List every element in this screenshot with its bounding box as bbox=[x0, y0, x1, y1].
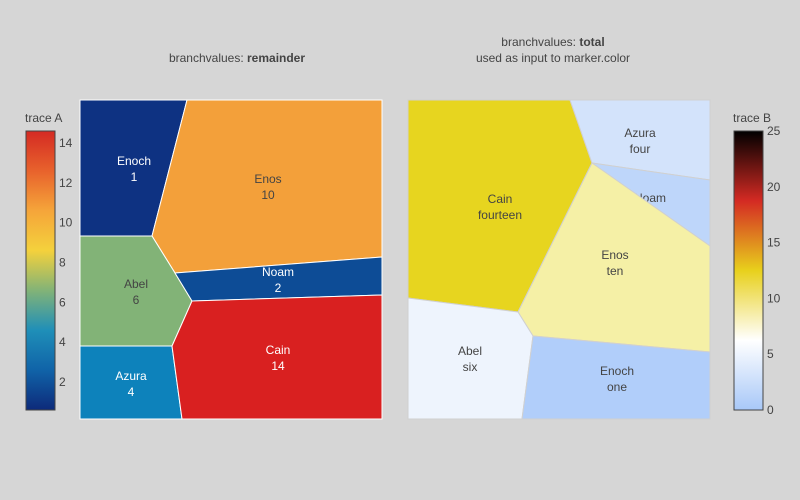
colorbar-b-tick-25: 25 bbox=[767, 124, 781, 138]
cell-value-enoch: one bbox=[607, 380, 627, 394]
cell-value-noam: 2 bbox=[275, 281, 282, 295]
title-a-prefix: branchvalues: bbox=[169, 51, 247, 65]
colorbar-b-tick-5: 5 bbox=[767, 347, 774, 361]
colorbar-b-tick-15: 15 bbox=[767, 236, 781, 250]
cell-value-enos: ten bbox=[607, 264, 624, 278]
cell-label-cain: Cain bbox=[266, 343, 291, 357]
cell-value-enos: 10 bbox=[261, 188, 275, 202]
treemap-a: Enoch 1 Enos 10 Abel 6 Noam 2 Azura 4 Cain 14 bbox=[79, 99, 383, 420]
colorbar-a-tick-12: 12 bbox=[59, 176, 73, 190]
cell-value-abel: six bbox=[463, 360, 478, 374]
cell-value-cain: fourteen bbox=[478, 208, 522, 222]
cell-label-cain: Cain bbox=[488, 192, 513, 206]
cell-label-noam: Noam bbox=[262, 265, 294, 279]
cell-label-azura: Azura bbox=[624, 126, 656, 140]
cell-label-enos: Enos bbox=[601, 248, 628, 262]
cell-label-enoch: Enoch bbox=[117, 154, 151, 168]
cell-value-azura: four bbox=[630, 142, 651, 156]
colorbar-b-tick-0: 0 bbox=[767, 403, 774, 417]
treemap-b: CainfourteenAzurafourNoamtwoEnostenAbels… bbox=[407, 99, 711, 420]
cell-abel[interactable] bbox=[407, 297, 534, 420]
title-b: branchvalues: total bbox=[501, 35, 604, 49]
title-a: branchvalues: remainder bbox=[169, 51, 305, 65]
colorbar-a-title: trace A bbox=[25, 111, 62, 125]
colorbar-b-tick-20: 20 bbox=[767, 180, 781, 194]
cell-value-cain: 14 bbox=[271, 359, 285, 373]
cell-label-azura: Azura bbox=[115, 369, 147, 383]
title-b-line2: used as input to marker.color bbox=[476, 51, 630, 65]
colorbar-b-ticks: 0 5 10 15 20 25 bbox=[767, 124, 781, 417]
colorbar-a-tick-14: 14 bbox=[59, 136, 73, 150]
colorbar-b-tick-10: 10 bbox=[767, 291, 781, 305]
cell-value-azura: 4 bbox=[128, 385, 135, 399]
cell-label-enoch: Enoch bbox=[600, 364, 634, 378]
cell-cain[interactable] bbox=[171, 294, 383, 420]
title-b-bold: total bbox=[579, 35, 604, 49]
colorbar-a-tick-4: 4 bbox=[59, 335, 66, 349]
cell-value-enoch: 1 bbox=[131, 170, 138, 184]
cell-label-abel: Abel bbox=[124, 277, 148, 291]
cell-label-enos: Enos bbox=[254, 172, 281, 186]
colorbar-b-title: trace B bbox=[733, 111, 771, 125]
cell-enos[interactable] bbox=[151, 99, 383, 274]
colorbar-a-tick-10: 10 bbox=[59, 216, 73, 230]
title-a-bold: remainder bbox=[247, 51, 305, 65]
colorbar-a-tick-2: 2 bbox=[59, 375, 66, 389]
cell-value-abel: 6 bbox=[133, 293, 140, 307]
colorbar-b bbox=[733, 130, 764, 411]
cell-label-abel: Abel bbox=[458, 344, 482, 358]
colorbar-a-tick-8: 8 bbox=[59, 256, 66, 270]
title-b-prefix: branchvalues: bbox=[501, 35, 579, 49]
colorbar-a-ticks: 2 4 6 8 10 12 14 bbox=[59, 136, 73, 389]
colorbar-a-tick-6: 6 bbox=[59, 295, 66, 309]
cell-enoch[interactable] bbox=[521, 335, 711, 420]
colorbar-a bbox=[25, 130, 56, 411]
